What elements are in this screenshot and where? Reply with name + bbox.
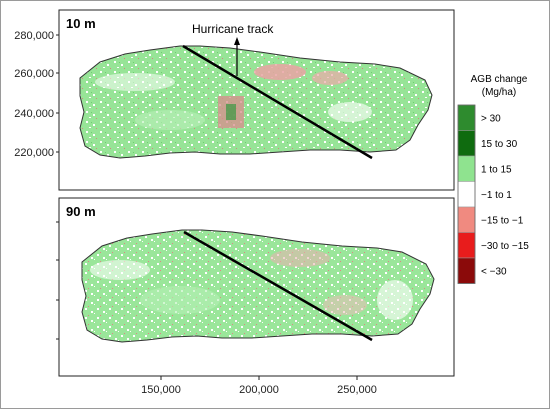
legend-title-line1: AGB change	[471, 74, 528, 85]
x-axis-bottom: 150,000 200,000 250,000	[141, 376, 377, 396]
panel-top-label: 10 m	[66, 16, 96, 31]
island-map-top	[79, 45, 433, 159]
legend-colorbar-border	[457, 104, 476, 284]
y-tick-label: 240,000	[14, 108, 54, 120]
hurricane-track-bottom	[183, 230, 373, 342]
loss-cluster	[254, 64, 306, 80]
legend-swatch	[457, 206, 476, 233]
y-axis-bottom	[56, 221, 59, 340]
island-map-bottom	[81, 229, 435, 343]
legend-swatch	[457, 104, 476, 131]
legend-swatch	[457, 130, 476, 157]
annotation-arrowhead	[234, 37, 240, 45]
gain-patch	[135, 110, 205, 130]
no-change-patch	[90, 260, 150, 280]
no-change-patch	[328, 102, 372, 122]
loss-cluster	[312, 71, 348, 85]
panel-bottom-label: 90 m	[66, 204, 96, 219]
loss-cluster	[323, 295, 367, 315]
panel-top: 10 m Hurricane track 280,000 260,000 240…	[14, 9, 455, 191]
legend: AGB change (Mg/ha) > 30 15 to 30 1 to 15 −1…	[457, 74, 529, 284]
no-change-patch	[377, 280, 413, 320]
x-tick-label: 150,000	[141, 384, 181, 396]
legend-items: > 30 15 to 30 1 to 15 −1 to 1 −15 to −1 −30 t…	[457, 104, 529, 284]
legend-swatch	[457, 232, 476, 259]
loss-cluster	[270, 249, 330, 267]
legend-label: 1 to 15	[481, 164, 512, 175]
legend-swatch	[457, 257, 476, 284]
gain-patch	[226, 104, 236, 120]
x-tick-label: 250,000	[337, 384, 377, 396]
legend-label: −30 to −15	[481, 241, 529, 252]
legend-title-line2: (Mg/ha)	[482, 87, 516, 98]
panel-bottom: 90 m 150,000 200,000 250,000	[56, 197, 455, 396]
legend-label: −15 to −1	[481, 215, 524, 226]
legend-label: > 30	[481, 113, 501, 124]
legend-label: < −30	[481, 266, 507, 277]
gain-patch	[140, 286, 220, 314]
legend-swatch	[457, 181, 476, 208]
legend-label: −1 to 1	[481, 190, 512, 201]
no-change-patch	[95, 73, 175, 91]
hurricane-track-label: Hurricane track	[192, 22, 274, 36]
hurricane-track-top	[182, 44, 373, 160]
y-axis-top: 280,000 260,000 240,000 220,000	[14, 30, 59, 159]
y-tick-label: 220,000	[14, 147, 54, 159]
y-tick-label: 280,000	[14, 30, 54, 42]
legend-label: 15 to 30	[481, 139, 518, 150]
legend-swatch	[457, 155, 476, 182]
y-tick-label: 260,000	[14, 68, 54, 80]
x-tick-label: 200,000	[239, 384, 279, 396]
